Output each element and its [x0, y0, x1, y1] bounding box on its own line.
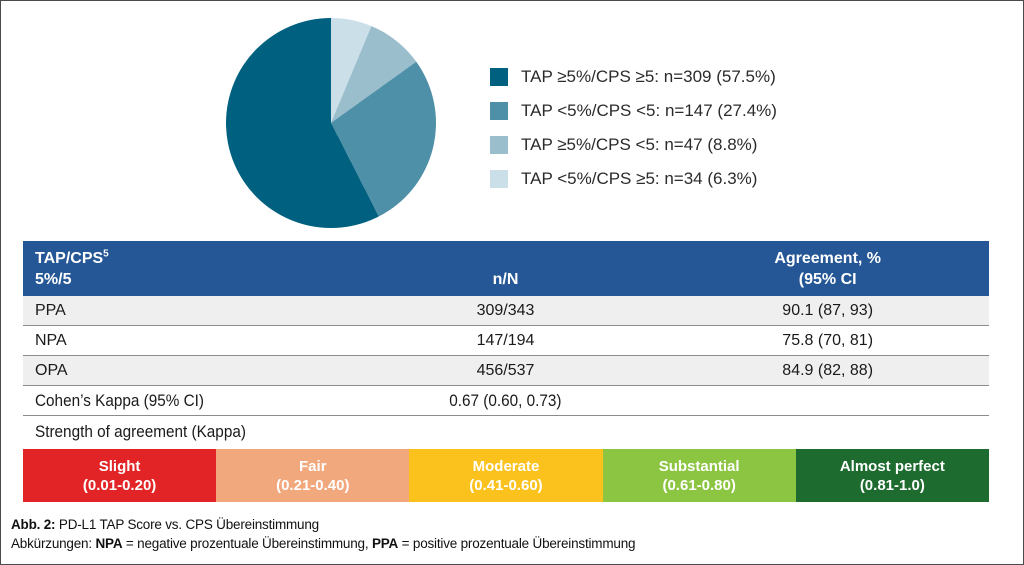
- legend-swatch: [490, 67, 508, 86]
- table-header-agreement: Agreement, % (95% CI: [666, 241, 989, 296]
- header-agreement-line2: (95% CI: [798, 270, 857, 288]
- table-cell: 309/343: [476, 301, 535, 319]
- caption-abbrev-prefix: Abkürzungen:: [11, 536, 96, 551]
- legend-item: TAP ≥5%/CPS ≥5: n=309 (57.5%): [490, 65, 777, 88]
- kappa-label: Cohen’s Kappa (95% CI): [35, 390, 204, 410]
- kappa-scale-bar: Slight (0.01-0.20) Fair (0.21-0.40) Moderate…: [23, 449, 989, 502]
- legend-label: TAP ≥5%/CPS <5: n=47 (8.8%): [521, 134, 758, 154]
- legend-swatch: [490, 135, 508, 154]
- legend-swatch: [490, 169, 508, 188]
- table-cell: 456/537: [476, 361, 535, 379]
- table-cell: 84.9 (82, 88): [782, 361, 874, 379]
- caption-figure-number: Abb. 2:: [11, 517, 56, 532]
- legend-item: TAP <5%/CPS <5: n=147 (27.4%): [490, 99, 777, 122]
- legend-label: TAP <5%/CPS ≥5: n=34 (6.3%): [521, 168, 758, 188]
- table-cell: 147/194: [476, 331, 535, 349]
- caption-npa-definition: = negative prozentuale Übereinstimmung,: [122, 536, 372, 551]
- pie-legend: TAP ≥5%/CPS ≥5: n=309 (57.5%) TAP <5%/CPS…: [490, 65, 777, 201]
- kappa-row: Cohen’s Kappa (95% CI) 0.67 (0.60, 0.73): [23, 386, 989, 416]
- scale-segment-range: (0.21-0.40): [276, 476, 350, 494]
- header-nN-text: n/N: [492, 271, 519, 288]
- caption-npa-abbrev: NPA: [95, 536, 123, 551]
- scale-segment-label: Slight: [98, 457, 141, 475]
- pie-chart: [226, 18, 436, 228]
- scale-segment: Moderate (0.41-0.60): [409, 449, 603, 502]
- scale-segment-range: (0.41-0.60): [469, 476, 543, 494]
- table-header-nN: n/N: [345, 241, 667, 296]
- strength-row: Strength of agreement (Kappa): [23, 416, 989, 448]
- footnote-superscript: 5: [103, 248, 109, 260]
- table-row: PPA 309/343 90.1 (87, 93): [23, 296, 989, 326]
- scale-segment-label: Almost perfect: [839, 457, 945, 475]
- caption-line2: Abkürzungen: NPA = negative prozentuale …: [11, 534, 636, 553]
- scale-segment: Almost perfect (0.81-1.0): [795, 449, 989, 502]
- header-line2: 5%/5: [35, 270, 72, 288]
- table-row: NPA 147/194 75.8 (70, 81): [23, 326, 989, 356]
- scale-segment-range: (0.01-0.20): [82, 476, 157, 494]
- scale-segment-label: Moderate: [472, 457, 540, 475]
- table-header: TAP/CPS5 5%/5 n/N Agreement, % (95% CI: [23, 241, 989, 296]
- header-line1: TAP/CPS5: [35, 248, 345, 269]
- scale-segment: Fair (0.21-0.40): [216, 449, 410, 502]
- kappa-value: 0.67 (0.60, 0.73): [449, 390, 562, 410]
- caption-line1: Abb. 2: PD-L1 TAP Score vs. CPS Übereins…: [11, 515, 635, 534]
- table-row: OPA 456/537 84.9 (82, 88): [23, 356, 989, 386]
- scale-segment-range: (0.61-0.80): [662, 476, 736, 494]
- table-body: PPA 309/343 90.1 (87, 93) NPA 147/194 75.8 (7…: [23, 296, 989, 386]
- caption-ppa-definition: = positive prozentuale Übereinstimmung: [398, 536, 636, 551]
- legend-item: TAP ≥5%/CPS <5: n=47 (8.8%): [490, 133, 777, 156]
- table-cell: PPA: [35, 301, 66, 319]
- scale-segment-label: Fair: [299, 457, 327, 475]
- header-agreement-line1: Agreement, %: [774, 249, 882, 267]
- legend-item: TAP <5%/CPS ≥5: n=34 (6.3%): [490, 167, 777, 190]
- scale-segment-label: Substantial: [658, 457, 740, 475]
- table-cell: 75.8 (70, 81): [782, 331, 874, 349]
- agreement-table: TAP/CPS5 5%/5 n/N Agreement, % (95% CI P…: [23, 241, 989, 502]
- table-cell: OPA: [35, 361, 68, 379]
- caption-figure-title: PD-L1 TAP Score vs. CPS Übereinstimmung: [55, 517, 319, 532]
- table-cell: NPA: [35, 331, 67, 349]
- kappa-value-cell: 0.67 (0.60, 0.73): [345, 391, 667, 411]
- scale-segment: Slight (0.01-0.20): [23, 449, 217, 502]
- kappa-label-cell: Cohen’s Kappa (95% CI): [23, 391, 345, 411]
- caption-ppa-abbrev: PPA: [371, 536, 399, 551]
- scale-segment-range: (0.81-1.0): [859, 476, 925, 494]
- scale-segment: Substantial (0.61-0.80): [602, 449, 796, 502]
- figure-caption: Abb. 2: PD-L1 TAP Score vs. CPS Übereins…: [11, 515, 636, 553]
- legend-label: TAP ≥5%/CPS ≥5: n=309 (57.5%): [521, 66, 776, 86]
- header-tapcps-text: TAP/CPS: [35, 249, 104, 267]
- legend-label: TAP <5%/CPS <5: n=147 (27.4%): [521, 100, 777, 120]
- strength-label: Strength of agreement (Kappa): [35, 422, 246, 441]
- table-cell: 90.1 (87, 93): [782, 301, 874, 319]
- legend-swatch: [490, 101, 508, 120]
- table-header-tapcps: TAP/CPS5 5%/5: [23, 241, 345, 296]
